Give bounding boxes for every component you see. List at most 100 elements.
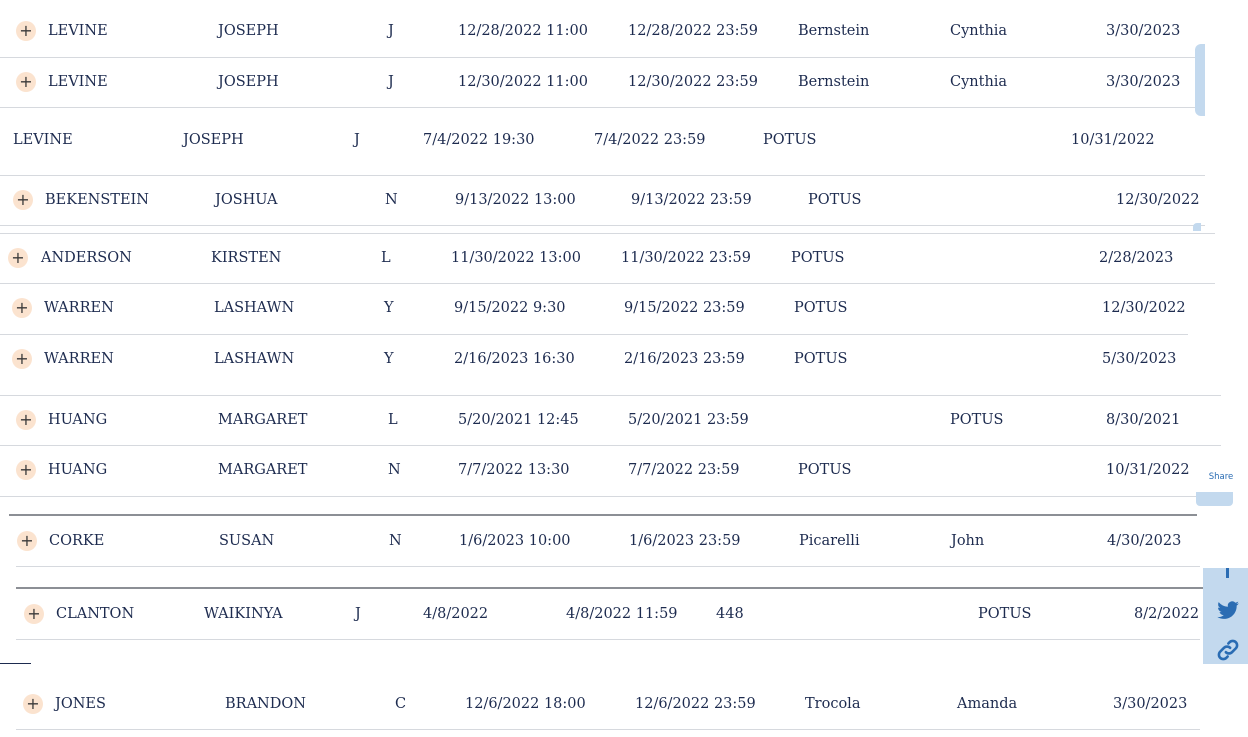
visitee-last-name: Bernstein [798, 74, 870, 90]
expand-row-button[interactable]: + [16, 460, 36, 480]
middle-initial: N [385, 192, 398, 208]
expand-row-button[interactable]: + [16, 410, 36, 430]
visitee-last-name: POTUS [808, 192, 862, 208]
expand-row-button[interactable]: + [8, 248, 28, 268]
last-name: HUANG [48, 462, 108, 478]
first-name: BRANDON [225, 696, 306, 712]
visitee-last-name: POTUS [791, 250, 845, 266]
visitee-last-name: Picarelli [799, 533, 860, 549]
visitee-last-name: Trocola [805, 696, 861, 712]
first-name: JOSEPH [183, 132, 244, 148]
expand-row-button[interactable]: + [12, 349, 32, 369]
release-date: 10/31/2022 [1106, 462, 1190, 478]
appointment-end: 1/6/2023 23:59 [629, 533, 741, 549]
first-name: WAIKINYA [204, 606, 283, 622]
share-label: Share [1208, 472, 1234, 482]
table-row: + CORKE SUSAN N 1/6/2023 10:00 1/6/2023 … [0, 516, 1200, 566]
row-divider [0, 175, 1205, 176]
appointment-start: 12/30/2022 11:00 [458, 74, 588, 90]
table-row: + ANDERSON KIRSTEN L 11/30/2022 13:00 11… [0, 233, 1215, 283]
first-name: LASHAWN [214, 300, 295, 316]
last-name: ANDERSON [41, 250, 132, 266]
release-date: 2/28/2023 [1099, 250, 1174, 266]
expand-row-button[interactable]: + [16, 21, 36, 41]
appointment-end: 5/20/2021 23:59 [628, 412, 749, 428]
release-date: 12/30/2022 [1102, 300, 1186, 316]
middle-initial: J [355, 606, 361, 622]
middle-initial: C [395, 696, 407, 712]
row-divider [16, 566, 1200, 567]
twitter-icon[interactable] [1215, 597, 1241, 623]
visitee-first-name: POTUS [978, 606, 1032, 622]
last-name: LEVINE [48, 74, 108, 90]
row-divider [16, 587, 1204, 589]
expand-row-button[interactable]: + [13, 190, 33, 210]
facebook-icon[interactable] [1215, 560, 1241, 586]
appointment-end: 7/7/2022 23:59 [628, 462, 740, 478]
visitee-first-name: Cynthia [950, 23, 1008, 39]
visitee-last-name: Bernstein [798, 23, 870, 39]
release-date: 5/30/2023 [1102, 351, 1177, 367]
row-divider [0, 663, 31, 664]
table-row: + JONES BRANDON C 12/6/2022 18:00 12/6/2… [0, 679, 1200, 729]
row-divider [0, 233, 1215, 234]
appointment-start: 7/4/2022 19:30 [423, 132, 535, 148]
row-divider [0, 334, 1188, 335]
first-name: MARGARET [218, 462, 308, 478]
expand-row-button[interactable]: + [17, 531, 37, 551]
appointment-end: 12/6/2022 23:59 [635, 696, 756, 712]
appointment-start: 11/30/2022 13:00 [451, 250, 581, 266]
table-row: + HUANG MARGARET L 5/20/2021 12:45 5/20/… [0, 395, 1221, 445]
appointment-start: 9/15/2022 9:30 [454, 300, 566, 316]
release-date: 3/30/2023 [1106, 23, 1181, 39]
expand-row-button[interactable]: + [12, 298, 32, 318]
middle-initial: N [388, 462, 401, 478]
last-name: CLANTON [56, 606, 135, 622]
visitee-first-name: John [951, 533, 985, 549]
visitee-first-name: Cynthia [950, 74, 1008, 90]
middle-initial: L [381, 250, 391, 266]
last-name: BEKENSTEIN [45, 192, 149, 208]
appointment-start: 7/7/2022 13:30 [458, 462, 570, 478]
row-divider [0, 107, 1205, 108]
appointment-start: 2/16/2023 16:30 [454, 351, 575, 367]
release-date: 3/30/2023 [1113, 696, 1188, 712]
middle-initial: N [389, 533, 402, 549]
appointment-end: 7/4/2022 23:59 [594, 132, 706, 148]
table-row: + LEVINE JOSEPH J 12/28/2022 11:00 12/28… [0, 6, 1205, 56]
appointment-start: 12/6/2022 18:00 [465, 696, 586, 712]
appointment-end: 2/16/2023 23:59 [624, 351, 745, 367]
appointment-end: 4/8/2022 11:59 [566, 606, 678, 622]
appointment-start: 9/13/2022 13:00 [455, 192, 576, 208]
first-name: MARGARET [218, 412, 308, 428]
last-name: WARREN [44, 300, 114, 316]
row-divider [0, 57, 1205, 58]
first-name: SUSAN [219, 533, 275, 549]
appointment-end: 9/15/2022 23:59 [624, 300, 745, 316]
middle-initial: L [388, 412, 398, 428]
last-name: LEVINE [13, 132, 73, 148]
first-name: KIRSTEN [211, 250, 282, 266]
row-divider [0, 225, 1205, 226]
row-divider [0, 496, 1221, 497]
link-icon[interactable] [1215, 637, 1241, 663]
first-name: LASHAWN [214, 351, 295, 367]
row-divider [0, 445, 1221, 446]
expand-row-button[interactable]: + [16, 72, 36, 92]
row-divider [0, 283, 1215, 284]
first-name: JOSEPH [218, 74, 279, 90]
visitee-last-name: POTUS [763, 132, 817, 148]
expand-row-button[interactable]: + [23, 694, 43, 714]
middle-initial: Y [384, 300, 394, 316]
middle-initial: Y [384, 351, 394, 367]
table-row: + CLANTON WAIKINYA J 4/8/2022 4/8/2022 1… [0, 589, 1200, 639]
visitee-last-name: POTUS [794, 351, 848, 367]
appointment-end: 9/13/2022 23:59 [631, 192, 752, 208]
release-date: 3/30/2023 [1106, 74, 1181, 90]
middle-initial: J [388, 23, 394, 39]
share-rail-sliver [1193, 223, 1201, 231]
table-row: LEVINE JOSEPH J 7/4/2022 19:30 7/4/2022 … [0, 115, 1205, 165]
table-row: + WARREN LASHAWN Y 9/15/2022 9:30 9/15/2… [0, 283, 1188, 333]
expand-row-button[interactable]: + [24, 604, 44, 624]
row-divider [16, 639, 1200, 640]
